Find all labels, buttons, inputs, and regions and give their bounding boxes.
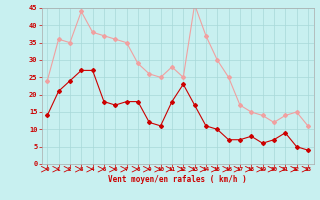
X-axis label: Vent moyen/en rafales ( km/h ): Vent moyen/en rafales ( km/h ): [108, 175, 247, 184]
